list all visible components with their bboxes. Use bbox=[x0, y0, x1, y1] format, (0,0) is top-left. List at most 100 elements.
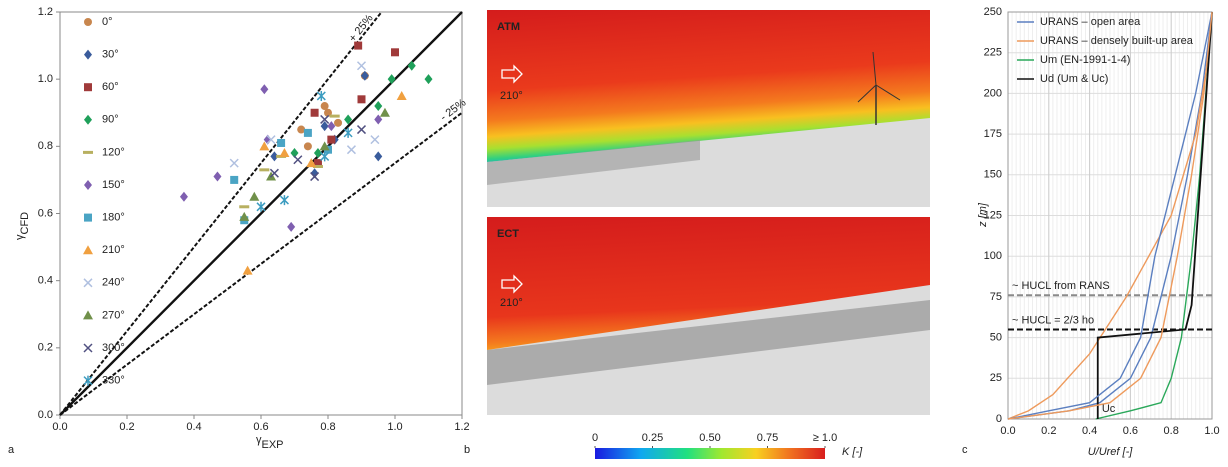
reference-label: ~ HUCL from RANS bbox=[1012, 280, 1110, 292]
point bbox=[387, 74, 396, 85]
y-tick-label: 125 bbox=[984, 209, 1002, 221]
point bbox=[329, 114, 340, 118]
legend-marker bbox=[84, 213, 92, 222]
point bbox=[260, 84, 269, 95]
point bbox=[391, 48, 399, 57]
point bbox=[344, 114, 353, 125]
point bbox=[310, 168, 319, 179]
profile-line bbox=[1007, 11, 1213, 420]
point bbox=[229, 158, 239, 168]
point bbox=[293, 155, 303, 165]
x-tick-label: 0.0 bbox=[1000, 425, 1015, 437]
point bbox=[354, 41, 363, 50]
legend-marker bbox=[84, 18, 92, 26]
point bbox=[303, 142, 312, 151]
point bbox=[343, 127, 353, 138]
cfd-image-ect bbox=[487, 217, 930, 415]
x-tick-label: 0.6 bbox=[253, 421, 268, 433]
point bbox=[266, 135, 276, 145]
point bbox=[306, 158, 317, 168]
legend-label: 0° bbox=[102, 16, 113, 28]
point bbox=[346, 145, 356, 155]
profile-line bbox=[1096, 11, 1213, 419]
y-axis-label: z [m] bbox=[977, 202, 989, 228]
point bbox=[312, 164, 323, 168]
x-tick-label: 1.0 bbox=[387, 421, 402, 433]
point bbox=[374, 101, 383, 112]
x-tick-label: 0.8 bbox=[320, 421, 335, 433]
point bbox=[327, 121, 336, 132]
x-tick-label: 0.4 bbox=[186, 421, 201, 433]
legend-marker bbox=[83, 150, 93, 154]
y-tick-label: 75 bbox=[990, 291, 1002, 303]
x-axis-label: γEXP bbox=[256, 434, 284, 451]
colorbar-tick-label: 0.75 bbox=[757, 432, 778, 444]
profile-line bbox=[1007, 11, 1213, 420]
point bbox=[320, 102, 329, 111]
point bbox=[316, 90, 326, 101]
point bbox=[357, 95, 366, 104]
y-axis-label-main: γ bbox=[14, 234, 26, 240]
wind-direction: 210° bbox=[500, 90, 523, 102]
y-tick-label: 50 bbox=[990, 332, 1002, 344]
y-tick-label: 0.6 bbox=[38, 207, 53, 219]
point bbox=[277, 138, 286, 147]
reference-label: ~ HUCL = 2/3 ho bbox=[1012, 314, 1094, 326]
annotation: Uc bbox=[1102, 403, 1116, 415]
point bbox=[360, 70, 369, 81]
point bbox=[259, 141, 270, 151]
legend-label: 30° bbox=[102, 49, 119, 61]
point bbox=[249, 191, 260, 201]
legend-label: 300° bbox=[102, 342, 125, 354]
legend-label: 210° bbox=[102, 244, 125, 256]
colorbar-label: K [-] bbox=[842, 446, 863, 458]
point bbox=[356, 125, 367, 135]
point bbox=[396, 90, 407, 100]
point bbox=[230, 175, 239, 184]
y-tick-label: 225 bbox=[984, 47, 1002, 59]
legend-marker bbox=[84, 49, 92, 60]
panel-label: c bbox=[962, 444, 968, 456]
legend-marker bbox=[83, 375, 93, 386]
point bbox=[242, 265, 253, 275]
legend-label: 180° bbox=[102, 212, 125, 224]
panel-label: a bbox=[8, 444, 15, 456]
point bbox=[279, 148, 290, 158]
point bbox=[370, 135, 380, 145]
point bbox=[287, 221, 296, 232]
point bbox=[179, 191, 188, 202]
y-tick-label: 0.0 bbox=[38, 409, 53, 421]
point bbox=[297, 125, 306, 134]
wind-direction: 210° bbox=[500, 297, 523, 309]
point bbox=[320, 114, 330, 124]
x-tick-label: 1.0 bbox=[1204, 425, 1219, 437]
x-axis-label-main: γ bbox=[256, 434, 262, 446]
x-tick-label: 0.2 bbox=[1041, 425, 1056, 437]
y-tick-label: 0 bbox=[996, 413, 1002, 425]
point bbox=[303, 128, 312, 137]
colorbar-tick-label: 0.25 bbox=[642, 432, 663, 444]
legend-label: URANS – open area bbox=[1040, 16, 1141, 28]
legend-label: Ud (Um & Uc) bbox=[1040, 73, 1108, 85]
y-tick-label: 200 bbox=[984, 87, 1002, 99]
point bbox=[213, 171, 222, 182]
point bbox=[290, 148, 299, 159]
legend-marker bbox=[83, 343, 93, 353]
point bbox=[263, 134, 272, 145]
point bbox=[356, 61, 367, 71]
x-tick-label: 1.2 bbox=[454, 421, 469, 433]
point bbox=[239, 205, 250, 209]
legend-label: 270° bbox=[102, 309, 125, 321]
image-label: ATM bbox=[497, 21, 520, 33]
point bbox=[270, 151, 279, 162]
point bbox=[424, 74, 433, 85]
x-tick-label: 0.6 bbox=[1123, 425, 1138, 437]
y-tick-label: 250 bbox=[984, 6, 1002, 18]
point bbox=[313, 159, 322, 168]
legend-label: 150° bbox=[102, 179, 125, 191]
x-axis-label: U/Uref [-] bbox=[1088, 446, 1134, 458]
point bbox=[319, 141, 330, 151]
y-tick-label: 175 bbox=[984, 128, 1002, 140]
point bbox=[374, 114, 383, 125]
